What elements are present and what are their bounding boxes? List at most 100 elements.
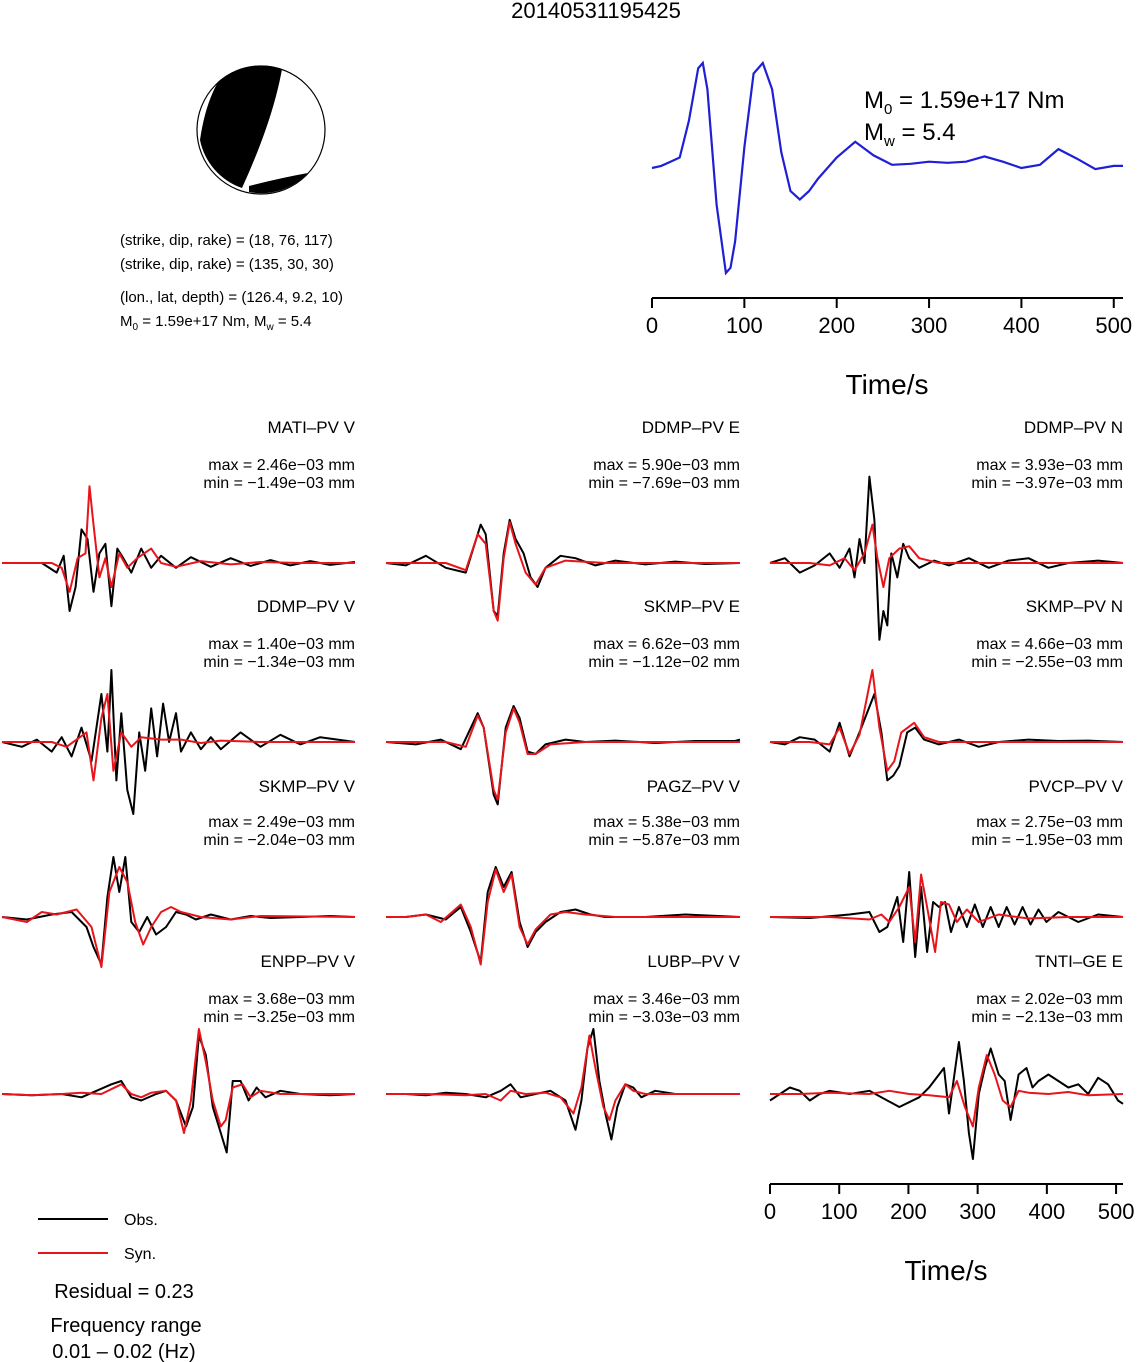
synthetic-trace bbox=[386, 868, 740, 966]
min-amplitude-label: min = −1.49e−03 mm bbox=[203, 475, 355, 492]
min-amplitude-label: min = −3.97e−03 mm bbox=[971, 475, 1123, 492]
focal-mechanism-beachball bbox=[196, 65, 326, 195]
min-amplitude-label: min = −2.04e−03 mm bbox=[203, 832, 355, 849]
stf-tick-label: 100 bbox=[726, 313, 763, 338]
observed-trace bbox=[386, 866, 741, 963]
min-amplitude-label: min = −3.25e−03 mm bbox=[203, 1009, 355, 1026]
synthetic-trace bbox=[2, 485, 355, 593]
synthetic-trace bbox=[1, 1028, 355, 1134]
synthetic-trace bbox=[770, 1054, 1124, 1128]
waveform-tick-label: 300 bbox=[959, 1199, 996, 1224]
frequency-range-title: Frequency range bbox=[50, 1315, 201, 1337]
max-amplitude-label: max = 3.68e−03 mm bbox=[208, 991, 355, 1008]
min-amplitude-label: min = −2.13e−03 mm bbox=[971, 1009, 1123, 1026]
max-amplitude-label: max = 6.62e−03 mm bbox=[593, 636, 740, 653]
location-text: (lon., lat, depth) = (126.4, 9.2, 10) bbox=[120, 289, 343, 306]
figure-title: 20140531195425 bbox=[511, 0, 681, 23]
frequency-range-value: 0.01 – 0.02 (Hz) bbox=[52, 1341, 195, 1362]
waveform-tick-label: 400 bbox=[1029, 1199, 1066, 1224]
synthetic-trace bbox=[770, 669, 1123, 772]
stf-x-axis: 0 100 200 300 400 500 bbox=[646, 297, 1132, 338]
station-label: DDMP–PV N bbox=[1024, 418, 1123, 437]
station-label: DDMP–PV V bbox=[257, 597, 356, 616]
station-label: MATI–PV V bbox=[267, 418, 355, 437]
observed-trace bbox=[769, 1041, 1124, 1160]
max-amplitude-label: max = 2.46e−03 mm bbox=[208, 457, 355, 474]
min-amplitude-label: min = −5.87e−03 mm bbox=[588, 832, 740, 849]
stf-m0-label: M0 = 1.59e+17 Nm bbox=[864, 87, 1064, 118]
synthetic-trace bbox=[2, 693, 355, 782]
max-amplitude-label: max = 3.93e−03 mm bbox=[976, 457, 1123, 474]
min-amplitude-label: min = −1.12e−02 mm bbox=[588, 654, 740, 671]
min-amplitude-label: min = −1.95e−03 mm bbox=[971, 832, 1123, 849]
max-amplitude-label: max = 5.38e−03 mm bbox=[593, 814, 740, 831]
station-label: PAGZ–PV V bbox=[647, 777, 741, 796]
stf-tick-label: 400 bbox=[1003, 313, 1040, 338]
synthetic-trace bbox=[1, 866, 356, 968]
observed-trace bbox=[385, 518, 741, 617]
nodal-plane-1-text: (strike, dip, rake) = (18, 76, 117) bbox=[120, 232, 333, 249]
legend: Obs. Syn. Residual = 0.23 Frequency rang… bbox=[38, 1212, 202, 1362]
station-label: SKMP–PV E bbox=[644, 597, 740, 616]
max-amplitude-label: max = 4.66e−03 mm bbox=[976, 636, 1123, 653]
beachball-compressional-quadrant-2 bbox=[249, 173, 308, 194]
observed-trace bbox=[769, 871, 1124, 958]
station-label: TNTI–GE E bbox=[1035, 952, 1123, 971]
stf-mw-label: Mw = 5.4 bbox=[864, 119, 956, 150]
station-label: ENPP–PV V bbox=[261, 952, 356, 971]
station-label: SKMP–PV V bbox=[259, 777, 356, 796]
waveform-tick-label: 0 bbox=[764, 1199, 776, 1224]
station-label: SKMP–PV N bbox=[1026, 597, 1123, 616]
station-label: PVCP–PV V bbox=[1029, 777, 1124, 796]
stf-tick-label: 0 bbox=[646, 313, 658, 338]
synthetic-trace bbox=[386, 521, 740, 622]
stf-tick-label: 200 bbox=[818, 313, 855, 338]
stf-line bbox=[651, 60, 1123, 276]
nodal-plane-2-text: (strike, dip, rake) = (135, 30, 30) bbox=[120, 256, 334, 273]
station-label: LUBP–PV V bbox=[647, 952, 740, 971]
observed-trace bbox=[1, 1034, 356, 1154]
observed-trace bbox=[386, 1028, 740, 1141]
min-amplitude-label: min = −7.69e−03 mm bbox=[588, 475, 740, 492]
stf-panel: M0 = 1.59e+17 Nm Mw = 5.4 0 100 200 300 400 5… bbox=[646, 60, 1132, 400]
stf-x-axis-label: Time/s bbox=[846, 369, 929, 400]
synthetic-trace bbox=[386, 707, 740, 801]
observed-trace bbox=[769, 475, 1124, 641]
observed-trace bbox=[769, 693, 1124, 782]
waveform-tick-label: 200 bbox=[890, 1199, 927, 1224]
legend-syn-label: Syn. bbox=[124, 1246, 156, 1263]
min-amplitude-label: min = −3.03e−03 mm bbox=[588, 1009, 740, 1026]
min-amplitude-label: min = −1.34e−03 mm bbox=[203, 654, 355, 671]
max-amplitude-label: max = 2.75e−03 mm bbox=[976, 814, 1123, 831]
station-label: DDMP–PV E bbox=[642, 418, 740, 437]
synthetic-trace bbox=[770, 873, 1123, 953]
synthetic-trace bbox=[770, 523, 1123, 588]
waveform-x-axis: 0 100 200 300 400 500 bbox=[764, 1183, 1135, 1224]
legend-obs-label: Obs. bbox=[124, 1212, 158, 1229]
waveform-tick-label: 500 bbox=[1098, 1199, 1135, 1224]
min-amplitude-label: min = −2.55e−03 mm bbox=[971, 654, 1123, 671]
max-amplitude-label: max = 3.46e−03 mm bbox=[593, 991, 740, 1008]
stf-tick-label: 300 bbox=[911, 313, 948, 338]
beachball-compressional-quadrant-1 bbox=[200, 65, 282, 188]
waveform-x-axis-label: Time/s bbox=[905, 1255, 988, 1286]
observed-trace bbox=[1, 669, 356, 815]
residual-text: Residual = 0.23 bbox=[54, 1281, 194, 1303]
max-amplitude-label: max = 1.40e−03 mm bbox=[208, 636, 355, 653]
synthetic-trace bbox=[386, 1034, 740, 1121]
max-amplitude-label: max = 2.02e−03 mm bbox=[976, 991, 1123, 1008]
